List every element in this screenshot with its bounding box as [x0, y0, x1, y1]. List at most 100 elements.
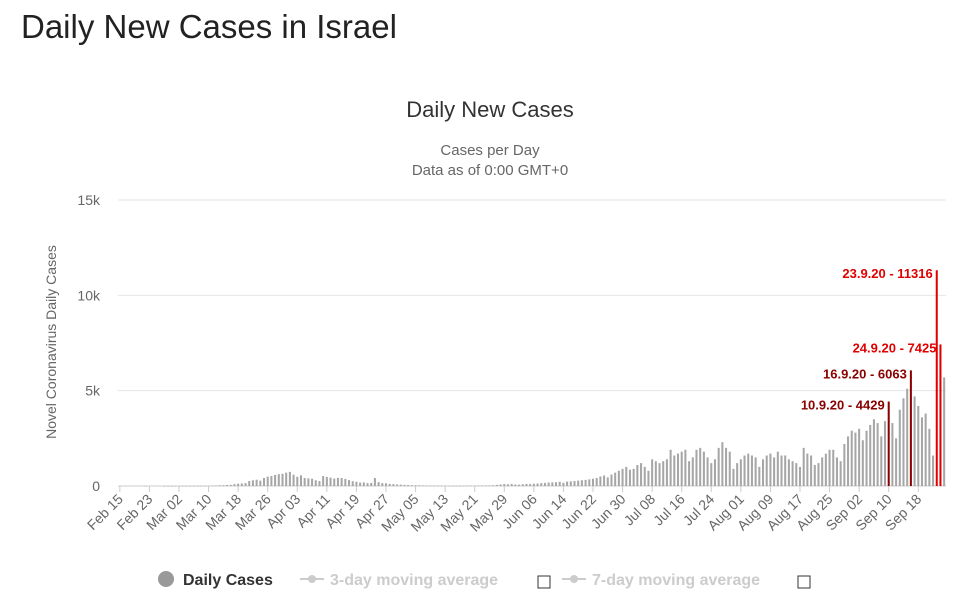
bar[interactable] — [813, 465, 816, 486]
bar[interactable] — [628, 469, 631, 486]
bar[interactable] — [577, 480, 580, 486]
bar[interactable] — [355, 481, 358, 486]
bar[interactable] — [288, 471, 291, 486]
bar[interactable] — [296, 476, 299, 486]
bar[interactable] — [503, 484, 506, 486]
bar[interactable] — [214, 485, 217, 486]
bar[interactable] — [750, 455, 753, 486]
bar[interactable] — [506, 484, 509, 486]
bar[interactable] — [773, 457, 776, 486]
bar[interactable] — [640, 463, 643, 486]
bar[interactable] — [632, 468, 635, 486]
bar[interactable] — [547, 482, 550, 486]
bar[interactable] — [717, 447, 720, 486]
legend-checkbox[interactable] — [797, 575, 811, 589]
bar[interactable] — [329, 477, 332, 486]
bar[interactable] — [654, 461, 657, 486]
bar[interactable] — [780, 455, 783, 486]
bar[interactable] — [274, 474, 277, 486]
bar[interactable] — [566, 481, 569, 486]
bar[interactable] — [433, 485, 436, 487]
bar[interactable] — [418, 485, 421, 486]
bar[interactable] — [821, 457, 824, 486]
legend-dot-marker[interactable] — [570, 575, 578, 583]
bar[interactable] — [303, 477, 306, 486]
bar[interactable] — [569, 481, 572, 486]
bar[interactable] — [540, 483, 543, 486]
bar[interactable] — [891, 423, 894, 486]
highlighted-bar[interactable] — [939, 344, 942, 486]
bar[interactable] — [255, 479, 258, 486]
bar[interactable] — [259, 480, 262, 486]
bar[interactable] — [218, 485, 221, 486]
bar[interactable] — [872, 419, 875, 486]
bar[interactable] — [344, 478, 347, 486]
legend-checkbox[interactable] — [537, 575, 551, 589]
bar[interactable] — [895, 438, 898, 486]
bar[interactable] — [455, 485, 458, 487]
bar[interactable] — [211, 485, 214, 487]
bar[interactable] — [725, 447, 728, 486]
bar[interactable] — [285, 472, 288, 486]
bar[interactable] — [702, 451, 705, 486]
bar[interactable] — [377, 482, 380, 486]
bar[interactable] — [536, 483, 539, 486]
bar[interactable] — [858, 428, 861, 486]
bar[interactable] — [311, 478, 314, 486]
bar[interactable] — [543, 482, 546, 486]
bar[interactable] — [396, 484, 399, 486]
bar[interactable] — [444, 485, 447, 487]
bar[interactable] — [166, 485, 169, 487]
bar[interactable] — [573, 481, 576, 486]
bar[interactable] — [691, 457, 694, 486]
bar[interactable] — [876, 423, 879, 486]
bar[interactable] — [240, 483, 243, 486]
bar[interactable] — [325, 477, 328, 486]
bar[interactable] — [625, 466, 628, 486]
bar[interactable] — [606, 477, 609, 486]
bar[interactable] — [758, 466, 761, 486]
bar[interactable] — [233, 484, 236, 486]
bar[interactable] — [765, 455, 768, 486]
bar[interactable] — [636, 465, 639, 486]
bar[interactable] — [359, 482, 362, 486]
legend-dot-marker[interactable] — [308, 575, 316, 583]
bar[interactable] — [499, 484, 502, 486]
bar[interactable] — [237, 483, 240, 486]
legend-daily-cases-label[interactable]: Daily Cases — [183, 572, 273, 589]
bar[interactable] — [281, 473, 284, 486]
bar[interactable] — [429, 485, 432, 487]
bar[interactable] — [883, 421, 887, 486]
bar[interactable] — [189, 485, 192, 487]
bar[interactable] — [414, 485, 417, 486]
bar[interactable] — [421, 485, 424, 486]
bar[interactable] — [617, 470, 620, 486]
bar[interactable] — [403, 484, 406, 486]
bar[interactable] — [510, 483, 513, 486]
bar[interactable] — [791, 461, 794, 486]
bar[interactable] — [869, 424, 872, 486]
bar[interactable] — [824, 453, 827, 486]
bar[interactable] — [688, 461, 691, 486]
bar[interactable] — [277, 474, 280, 486]
bar[interactable] — [861, 440, 864, 486]
bar[interactable] — [787, 459, 790, 486]
bar[interactable] — [466, 485, 469, 487]
bar[interactable] — [307, 478, 310, 486]
bar[interactable] — [847, 436, 850, 486]
bar[interactable] — [521, 484, 524, 486]
bar[interactable] — [662, 461, 665, 486]
bar[interactable] — [203, 485, 206, 487]
bar[interactable] — [695, 449, 698, 486]
bar[interactable] — [440, 485, 443, 487]
bar[interactable] — [514, 484, 517, 486]
bar[interactable] — [192, 485, 195, 487]
bar[interactable] — [425, 485, 428, 487]
bar[interactable] — [447, 485, 450, 487]
bar[interactable] — [610, 474, 613, 486]
bar[interactable] — [410, 485, 413, 486]
bar[interactable] — [762, 459, 765, 486]
bar[interactable] — [185, 485, 188, 487]
bar[interactable] — [266, 476, 269, 486]
bar[interactable] — [488, 485, 491, 486]
